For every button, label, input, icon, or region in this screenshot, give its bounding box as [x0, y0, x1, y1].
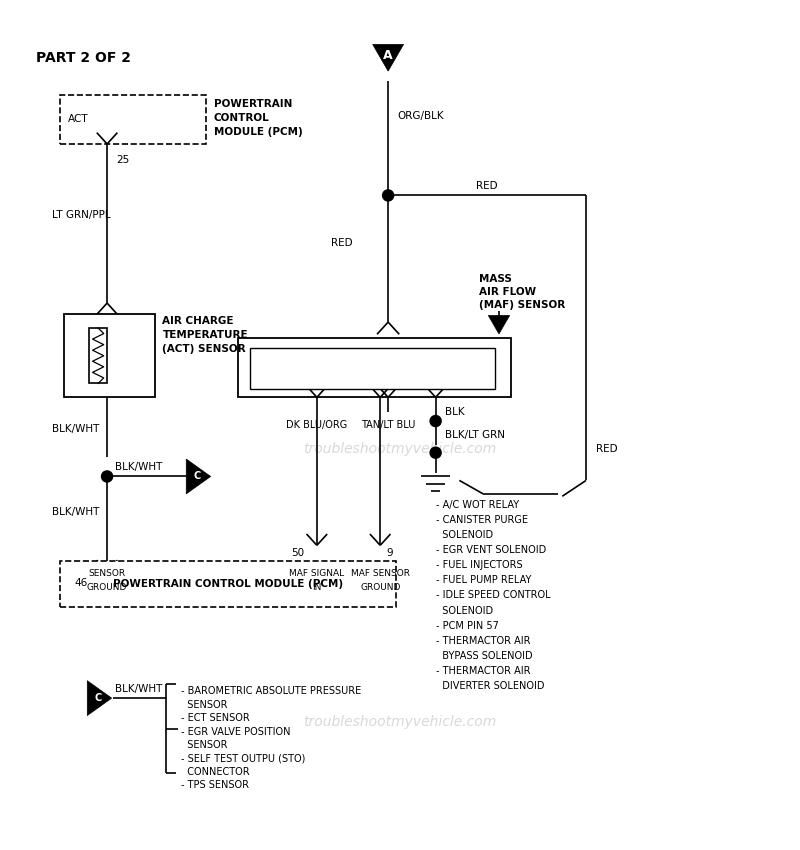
Text: - TPS SENSOR: - TPS SENSOR	[181, 780, 249, 791]
Text: troubleshootmyvehicle.com: troubleshootmyvehicle.com	[303, 442, 497, 456]
Text: GROUND: GROUND	[87, 583, 127, 592]
Text: POWERTRAIN: POWERTRAIN	[214, 99, 292, 109]
Text: MAF SENSOR: MAF SENSOR	[350, 570, 410, 578]
Text: - EGR VENT SOLENOID: - EGR VENT SOLENOID	[436, 546, 546, 555]
Text: ACT: ACT	[67, 115, 88, 124]
Text: SENSOR: SENSOR	[89, 570, 126, 578]
Text: TEMPERATURE: TEMPERATURE	[162, 330, 248, 340]
Text: 50: 50	[291, 548, 304, 558]
Text: - EGR VALVE POSITION: - EGR VALVE POSITION	[181, 727, 290, 737]
Text: SOLENOID: SOLENOID	[436, 530, 493, 541]
Text: DIVERTER SOLENOID: DIVERTER SOLENOID	[436, 681, 544, 691]
Text: AIR CHARGE: AIR CHARGE	[162, 315, 234, 326]
Text: DK BLU/ORG: DK BLU/ORG	[286, 420, 347, 430]
Text: C: C	[95, 693, 102, 703]
Text: (MAF) SENSOR: (MAF) SENSOR	[479, 300, 566, 310]
Text: BLK/WHT: BLK/WHT	[115, 683, 162, 694]
Polygon shape	[488, 315, 510, 334]
Text: TAN/LT BLU: TAN/LT BLU	[361, 420, 415, 430]
Text: POWERTRAIN CONTROL MODULE (PCM): POWERTRAIN CONTROL MODULE (PCM)	[113, 579, 343, 589]
Text: BLK/WHT: BLK/WHT	[52, 424, 99, 434]
Text: - IDLE SPEED CONTROL: - IDLE SPEED CONTROL	[436, 591, 550, 600]
Text: BLK/WHT: BLK/WHT	[52, 507, 99, 517]
Text: 9: 9	[386, 548, 393, 558]
Text: 25: 25	[117, 155, 130, 165]
Circle shape	[430, 416, 441, 427]
Polygon shape	[186, 459, 210, 494]
Text: RED: RED	[595, 444, 617, 454]
Text: BLK: BLK	[445, 407, 465, 417]
Text: CONNECTOR: CONNECTOR	[181, 767, 250, 777]
Bar	[63, 314, 154, 397]
Text: - CANISTER PURGE: - CANISTER PURGE	[436, 515, 528, 525]
Bar	[59, 561, 396, 607]
Text: MODULE (PCM): MODULE (PCM)	[214, 128, 302, 138]
Text: - PCM PIN 57: - PCM PIN 57	[436, 620, 498, 631]
Bar	[90, 328, 107, 383]
Text: IN: IN	[312, 583, 322, 592]
Text: SENSOR: SENSOR	[181, 700, 227, 710]
Text: - BAROMETRIC ABSOLUTE PRESSURE: - BAROMETRIC ABSOLUTE PRESSURE	[181, 686, 361, 696]
Text: AIR FLOW: AIR FLOW	[479, 287, 536, 297]
Circle shape	[382, 190, 394, 201]
Text: A: A	[383, 48, 393, 62]
Text: ORG/BLK: ORG/BLK	[398, 111, 444, 122]
Bar	[59, 95, 206, 144]
Circle shape	[430, 447, 441, 458]
Polygon shape	[87, 681, 112, 716]
Bar	[250, 348, 495, 389]
Text: 46: 46	[74, 578, 87, 588]
Text: - A/C WOT RELAY: - A/C WOT RELAY	[436, 500, 518, 510]
Text: - ECT SENSOR: - ECT SENSOR	[181, 713, 250, 723]
Text: CONTROL: CONTROL	[214, 113, 270, 123]
Text: SENSOR: SENSOR	[181, 740, 227, 750]
Text: MASS: MASS	[479, 274, 512, 284]
Bar	[238, 338, 511, 397]
Text: GROUND: GROUND	[360, 583, 400, 592]
Text: (ACT) SENSOR: (ACT) SENSOR	[162, 344, 246, 354]
Text: - FUEL PUMP RELAY: - FUEL PUMP RELAY	[436, 575, 531, 586]
Text: troubleshootmyvehicle.com: troubleshootmyvehicle.com	[303, 715, 497, 728]
Text: C: C	[194, 472, 201, 481]
Text: - FUEL INJECTORS: - FUEL INJECTORS	[436, 560, 522, 570]
Text: LT GRN/PPL: LT GRN/PPL	[52, 210, 110, 220]
Circle shape	[102, 471, 113, 482]
Polygon shape	[373, 44, 403, 71]
Text: SOLENOID: SOLENOID	[436, 605, 493, 615]
Text: PART 2 OF 2: PART 2 OF 2	[36, 51, 131, 65]
Text: - THERMACTOR AIR: - THERMACTOR AIR	[436, 666, 530, 676]
Text: BLK/LT GRN: BLK/LT GRN	[445, 429, 505, 439]
Text: RED: RED	[476, 181, 498, 191]
Text: BYPASS SOLENOID: BYPASS SOLENOID	[436, 650, 532, 660]
Text: MAF SIGNAL: MAF SIGNAL	[290, 570, 345, 578]
Text: RED: RED	[331, 238, 353, 248]
Text: - SELF TEST OUTPU (STO): - SELF TEST OUTPU (STO)	[181, 754, 305, 763]
Text: - THERMACTOR AIR: - THERMACTOR AIR	[436, 636, 530, 646]
Text: BLK/WHT: BLK/WHT	[115, 462, 162, 472]
